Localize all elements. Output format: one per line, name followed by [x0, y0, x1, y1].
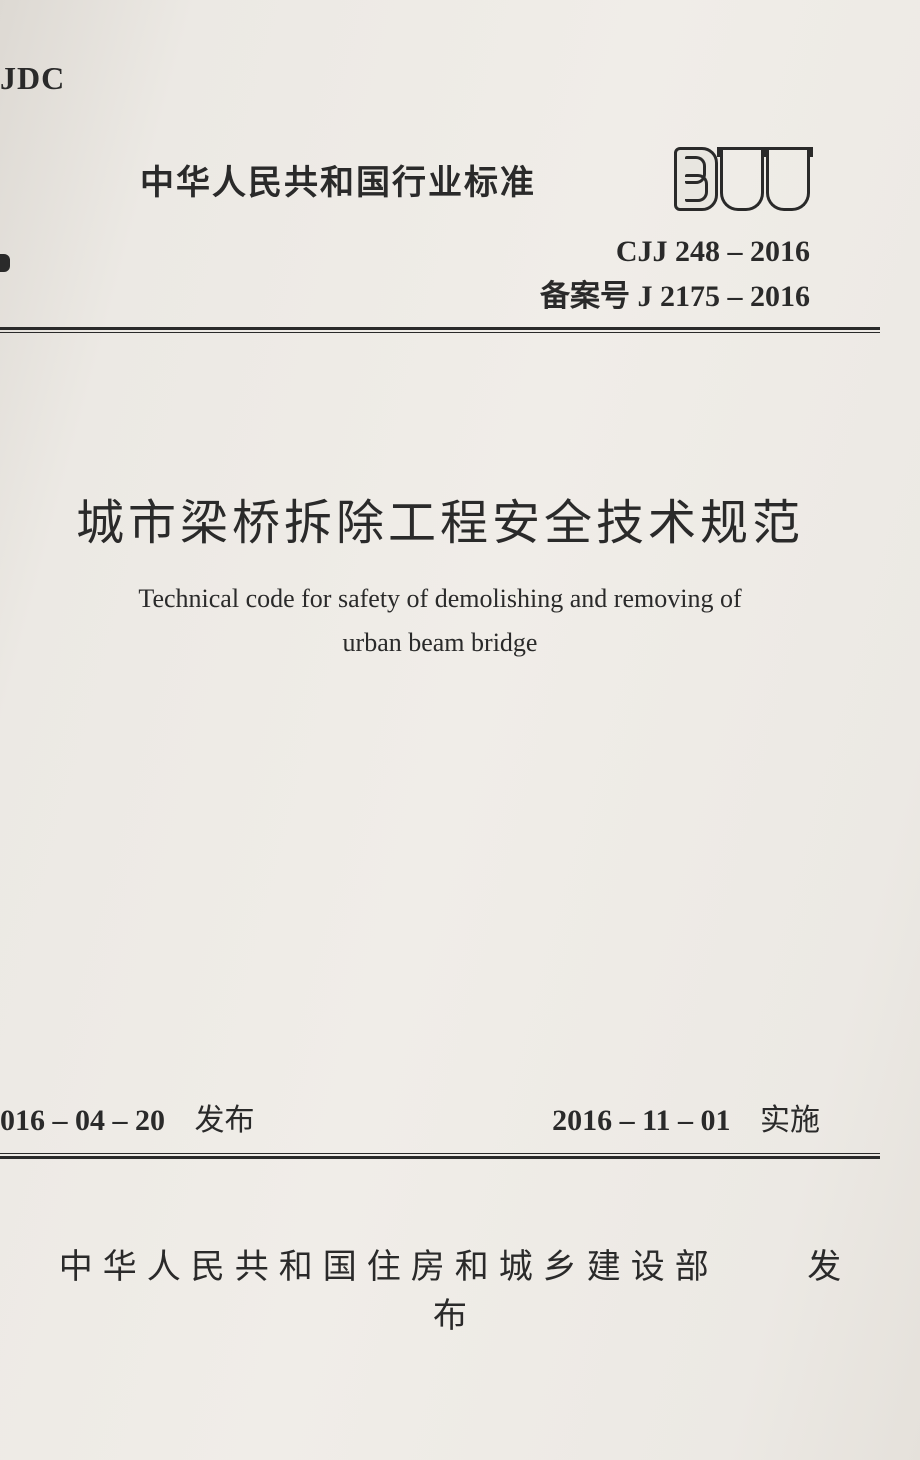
logo-glyph-j2 — [766, 147, 810, 211]
issue-label: 发布 — [195, 1104, 255, 1137]
header-row: 中华人民共和国行业标准 — [0, 147, 880, 211]
divider-thick-bottom — [0, 1156, 880, 1159]
issue-date-block: 016 – 04 – 20 发布 — [0, 1095, 255, 1139]
logo-glyph-c — [674, 147, 718, 211]
logo-glyph-j1 — [720, 147, 764, 211]
standard-code-filing: 备案号 J 2175 – 2016 — [0, 274, 810, 319]
standard-type-label: 中华人民共和国行业标准 — [140, 155, 536, 204]
issue-date: 016 – 04 – 20 — [0, 1104, 165, 1137]
title-english-line2: urban beam bridge — [30, 621, 850, 665]
effective-date-block: 2016 – 11 – 01 实施 — [552, 1095, 820, 1139]
title-english-line1: Technical code for safety of demolishing… — [30, 577, 850, 621]
effective-date: 2016 – 11 – 01 — [552, 1104, 730, 1137]
dates-row: 016 – 04 – 20 发布 2016 – 11 – 01 实施 — [0, 1095, 880, 1139]
effective-label: 实施 — [760, 1104, 820, 1137]
publisher-org: 中华人民共和国住房和城乡建设部 — [59, 1249, 719, 1286]
standard-code-primary: CJJ 248 – 2016 — [0, 229, 810, 274]
title-block: 城市梁桥拆除工程安全技术规范 Technical code for safety… — [0, 483, 880, 665]
divider-thin-top — [0, 332, 880, 333]
divider-thick-top — [0, 327, 880, 330]
udc-label: JDC — [0, 60, 880, 97]
edge-tick-mark — [0, 254, 10, 272]
divider-thin-bottom — [0, 1153, 880, 1154]
title-chinese: 城市梁桥拆除工程安全技术规范 — [30, 483, 850, 553]
publisher-line: 中华人民共和国住房和城乡建设部 发布 — [0, 1239, 880, 1337]
document-page: JDC 中华人民共和国行业标准 CJJ 248 – 2016 备案号 J 217… — [0, 0, 920, 1460]
cjj-logo — [674, 147, 810, 211]
standard-codes: CJJ 248 – 2016 备案号 J 2175 – 2016 — [0, 229, 880, 319]
title-english: Technical code for safety of demolishing… — [30, 577, 850, 665]
